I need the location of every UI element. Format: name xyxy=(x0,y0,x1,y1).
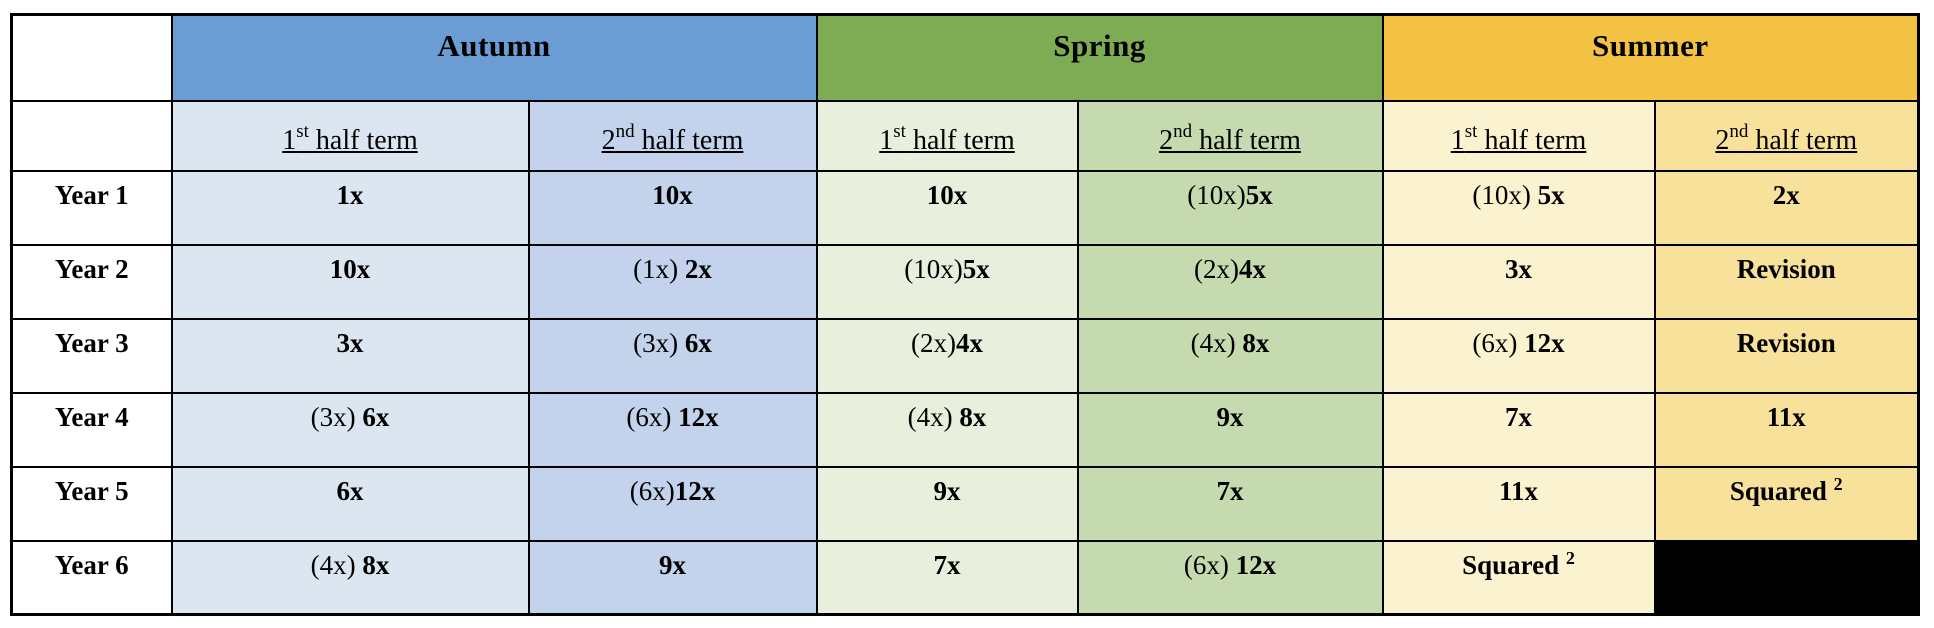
corner-cell xyxy=(10,13,173,102)
half-term-label: 1st half term xyxy=(282,121,418,156)
cell-y2-spring1: (10x)5x xyxy=(815,243,1079,320)
half-term-label: 1st half term xyxy=(879,121,1015,156)
cell-y1-autumn2: 10x xyxy=(527,169,818,246)
table-row-year-1: Year 1 1x 10x 10x (10x)5x (10x) 5x 2x xyxy=(10,169,1920,246)
autumn-first-half-term-header: 1st half term xyxy=(170,99,530,172)
half-term-label: 2nd half term xyxy=(1159,121,1301,156)
cell-y3-summer2: Revision xyxy=(1653,317,1920,394)
cell-y1-summer2: 2x xyxy=(1653,169,1920,246)
cell-y4-autumn2: (6x) 12x xyxy=(527,391,818,468)
year-label: Year 5 xyxy=(10,465,173,542)
cell-y2-autumn2: (1x) 2x xyxy=(527,243,818,320)
cell-y6-summer2-blocked xyxy=(1653,539,1920,616)
cell-y3-autumn2: (3x) 6x xyxy=(527,317,818,394)
half-term-label: 2nd half term xyxy=(1715,121,1858,156)
squared-superscript: 2 xyxy=(1833,473,1843,494)
season-header-summer: Summer xyxy=(1381,13,1920,102)
cell-y4-spring1: (4x) 8x xyxy=(815,391,1079,468)
table-row-year-3: Year 3 3x (3x) 6x (2x)4x (4x) 8x (6x) 12… xyxy=(10,317,1920,394)
cell-y3-spring1: (2x)4x xyxy=(815,317,1079,394)
table-row-year-6: Year 6 (4x) 8x 9x 7x (6x) 12x Squared 2 xyxy=(10,539,1920,616)
cell-y1-summer1: (10x) 5x xyxy=(1381,169,1656,246)
season-header-spring: Spring xyxy=(815,13,1384,102)
year-label: Year 3 xyxy=(10,317,173,394)
year-label: Year 4 xyxy=(10,391,173,468)
squared-superscript: 2 xyxy=(1565,547,1575,568)
cell-y4-autumn1: (3x) 6x xyxy=(170,391,530,468)
cell-y6-spring2: (6x) 12x xyxy=(1076,539,1384,616)
cell-y2-autumn1: 10x xyxy=(170,243,530,320)
year-label: Year 1 xyxy=(10,169,173,246)
cell-y2-spring2: (2x)4x xyxy=(1076,243,1384,320)
cell-y5-autumn2: (6x)12x xyxy=(527,465,818,542)
cell-y4-spring2: 9x xyxy=(1076,391,1384,468)
cell-y1-spring1: 10x xyxy=(815,169,1079,246)
cell-y1-autumn1: 1x xyxy=(170,169,530,246)
half-term-label: 2nd half term xyxy=(601,121,744,156)
season-header-autumn: Autumn xyxy=(170,13,818,102)
table-row-year-5: Year 5 6x (6x)12x 9x 7x 11x Squared 2 xyxy=(10,465,1920,542)
cell-y3-autumn1: 3x xyxy=(170,317,530,394)
cell-y6-autumn2: 9x xyxy=(527,539,818,616)
cell-y5-summer1: 11x xyxy=(1381,465,1656,542)
corner-cell-2 xyxy=(10,99,173,172)
cell-y1-spring2: (10x)5x xyxy=(1076,169,1384,246)
cell-y6-autumn1: (4x) 8x xyxy=(170,539,530,616)
year-label: Year 6 xyxy=(10,539,173,616)
year-label: Year 2 xyxy=(10,243,173,320)
cell-y2-summer2: Revision xyxy=(1653,243,1920,320)
cell-y5-spring1: 9x xyxy=(815,465,1079,542)
summer-second-half-term-header: 2nd half term xyxy=(1653,99,1920,172)
summer-first-half-term-header: 1st half term xyxy=(1381,99,1656,172)
cell-y3-spring2: (4x) 8x xyxy=(1076,317,1384,394)
half-term-header-row: 1st half term 2nd half term 1st half ter… xyxy=(10,99,1920,172)
cell-y5-spring2: 7x xyxy=(1076,465,1384,542)
half-term-label: 1st half term xyxy=(1450,121,1587,156)
spring-second-half-term-header: 2nd half term xyxy=(1076,99,1384,172)
season-header-row: Autumn Spring Summer xyxy=(10,13,1920,102)
cell-y3-summer1: (6x) 12x xyxy=(1381,317,1656,394)
cell-y5-autumn1: 6x xyxy=(170,465,530,542)
cell-y6-spring1: 7x xyxy=(815,539,1079,616)
times-tables-schedule-table: Autumn Spring Summer 1st half term 2nd h… xyxy=(10,13,1921,616)
cell-y6-summer1: Squared 2 xyxy=(1381,539,1656,616)
autumn-second-half-term-header: 2nd half term xyxy=(527,99,818,172)
cell-y2-summer1: 3x xyxy=(1381,243,1656,320)
table-row-year-4: Year 4 (3x) 6x (6x) 12x (4x) 8x 9x 7x 11… xyxy=(10,391,1920,468)
table-row-year-2: Year 2 10x (1x) 2x (10x)5x (2x)4x 3x Rev… xyxy=(10,243,1920,320)
cell-y4-summer2: 11x xyxy=(1653,391,1920,468)
cell-y5-summer2: Squared 2 xyxy=(1653,465,1920,542)
spring-first-half-term-header: 1st half term xyxy=(815,99,1079,172)
cell-y4-summer1: 7x xyxy=(1381,391,1656,468)
